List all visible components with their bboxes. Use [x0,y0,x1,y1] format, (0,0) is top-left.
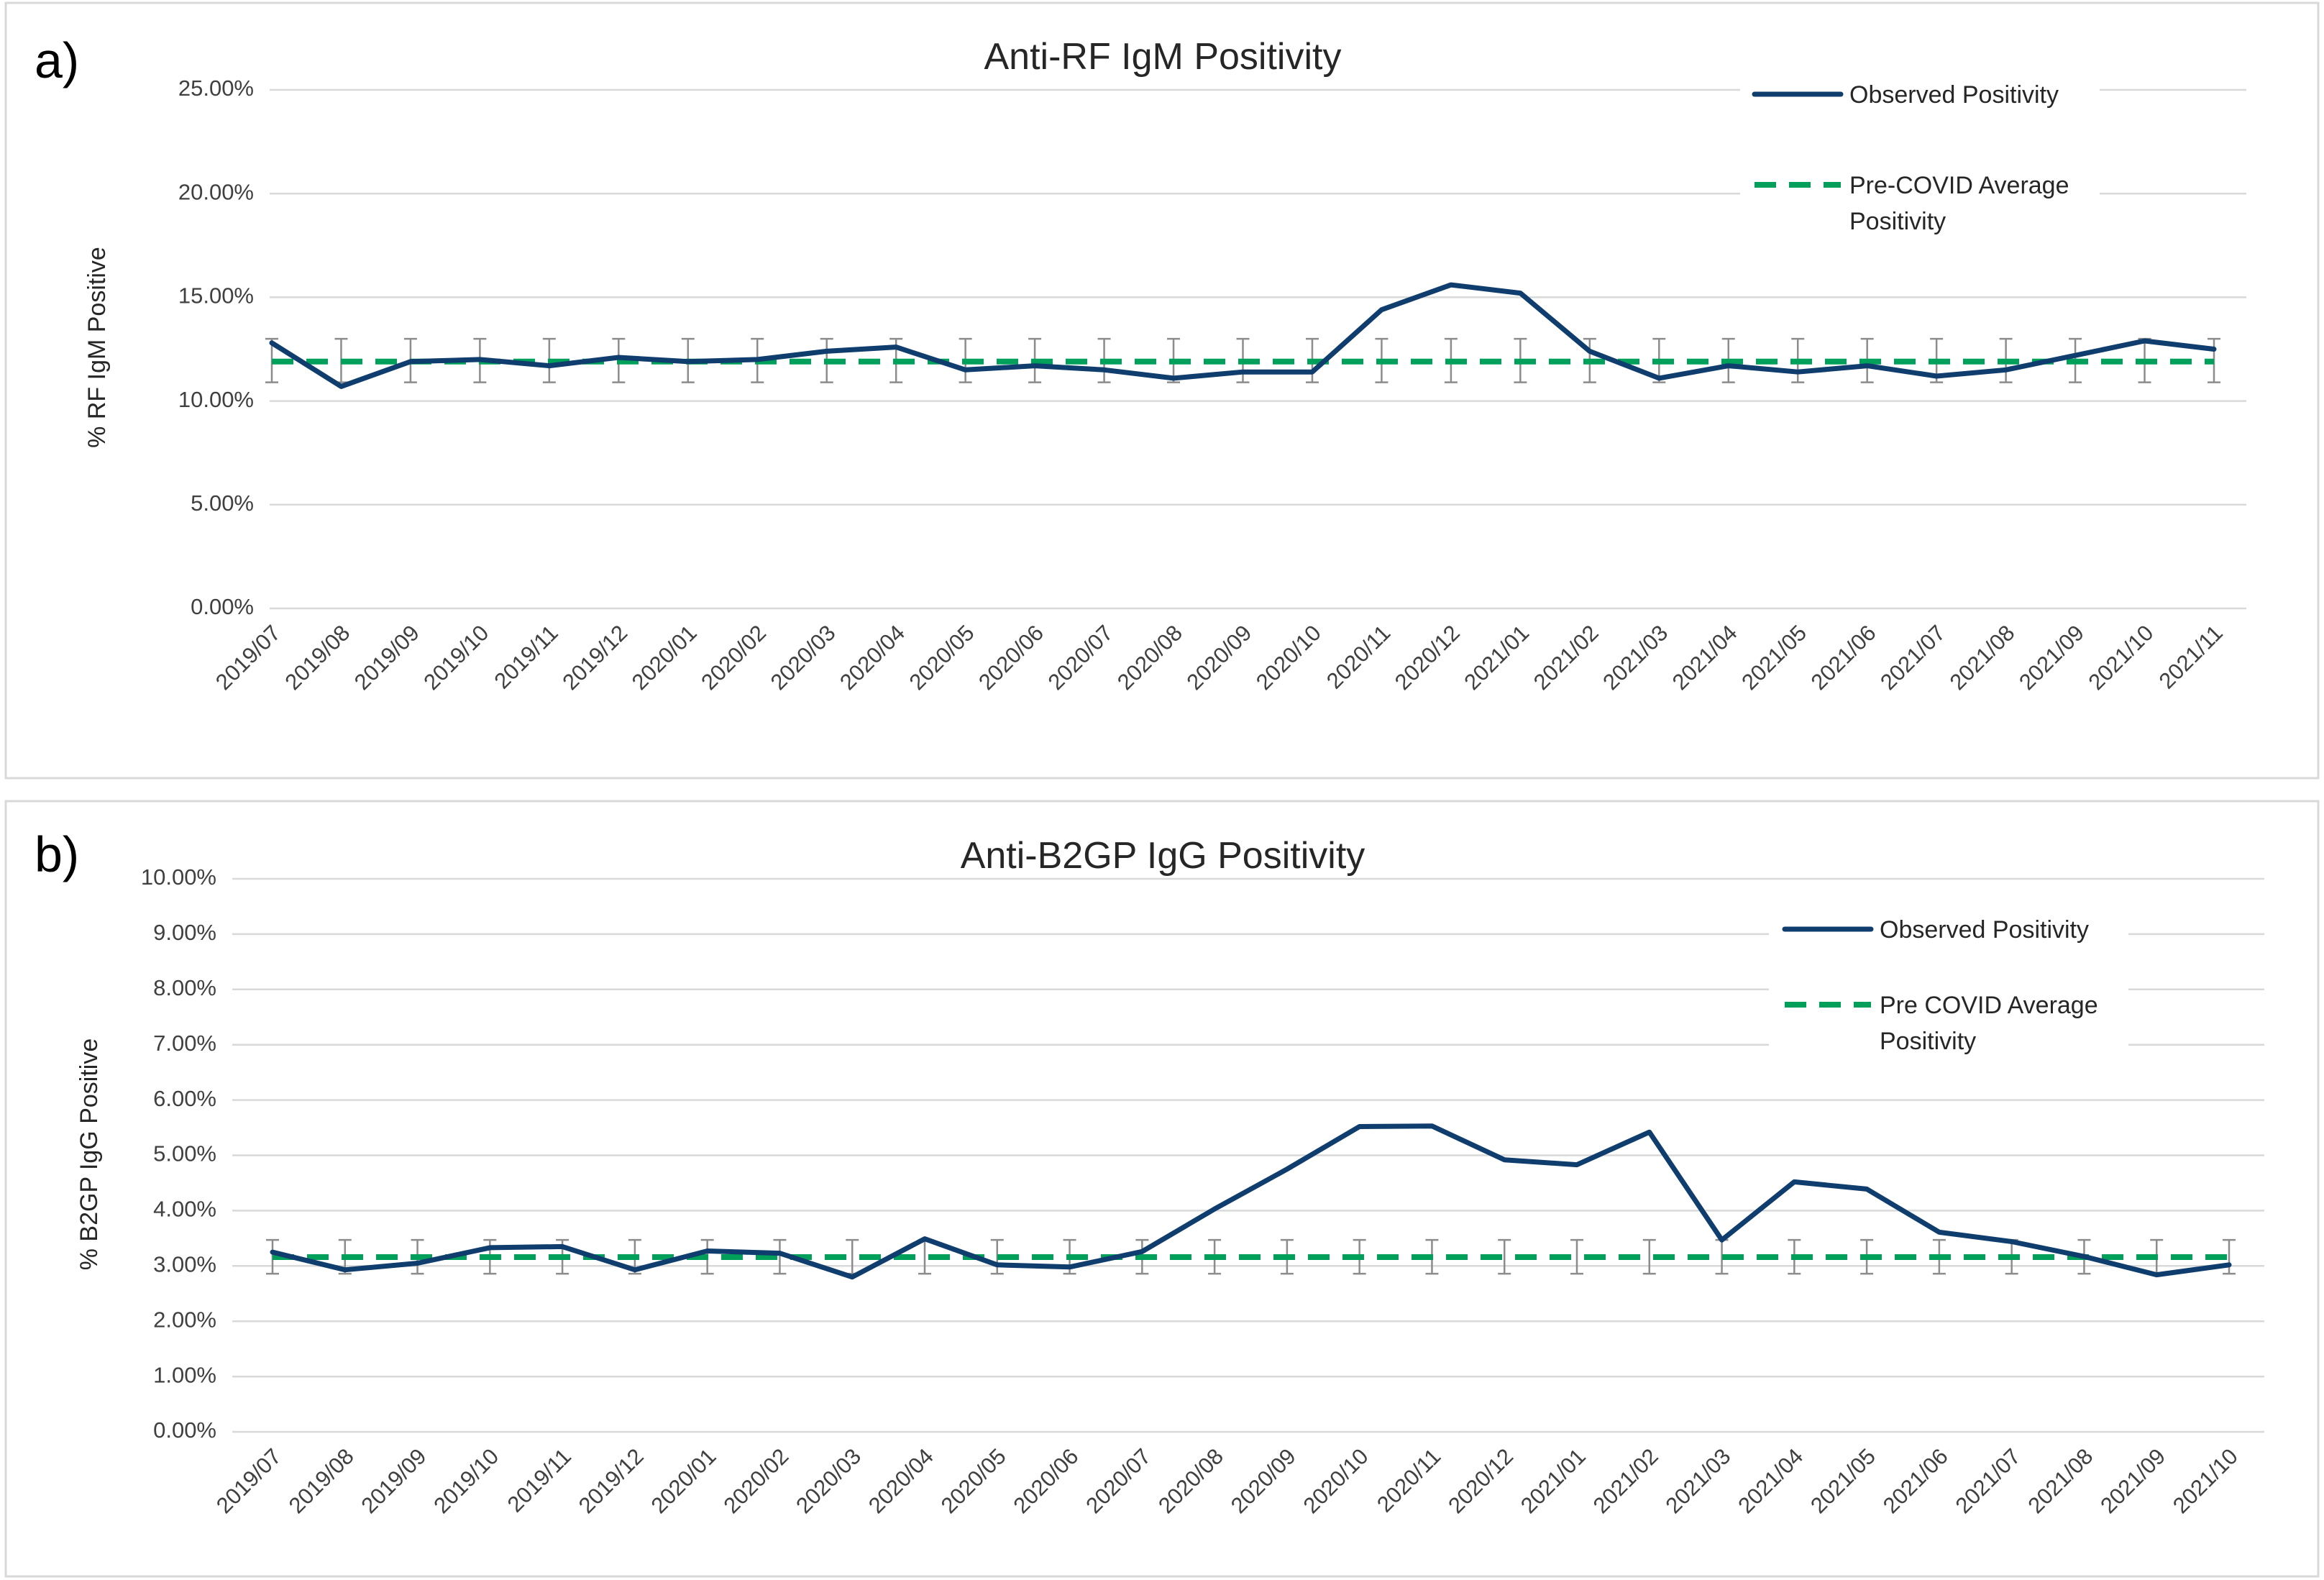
panel-a-observed-line [269,282,2217,389]
panel-b-legend-bg-1 [1769,906,2128,946]
panel-b-y-tick-label: 0.00% [153,1417,216,1443]
panel-b-label: b) [35,826,79,882]
panel-b-legend: Observed Positivity Pre COVID Average Po… [1769,906,2128,1066]
panel-a-y-ticks: 0.00% 5.00% 10.00% 15.00% 20.00% 25.00% [178,76,254,619]
panel-b-y-tick-label: 8.00% [153,975,216,1000]
panel-b-y-axis-label: % B2GP IgG Positive [76,1038,103,1271]
panel-b-title: Anti-B2GP IgG Positivity [961,835,1365,877]
panel-b-y-tick-label: 10.00% [141,864,216,890]
panel-a-y-tick-label: 5.00% [191,490,254,516]
panel-a-frame [4,1,2320,780]
panel-b-y-tick-label: 7.00% [153,1031,216,1056]
panel-b-legend-average-label-line2: Positivity [1880,1028,1976,1055]
panel-a-y-tick-label: 0.00% [191,594,254,619]
panel-b-observed-layer [270,1123,2232,1280]
panel-a-legend-average-label-line1: Pre-COVID Average [1849,172,2069,199]
panel-a-y-axis-label: % RF IgM Positive [83,247,111,448]
panel-b-y-tick-label: 6.00% [153,1086,216,1111]
panel-a-y-tick-label: 25.00% [178,76,254,101]
panel-b-y-ticks: 0.00% 1.00% 2.00% 3.00% 4.00% 5.00% 6.00% 7.00%… [141,864,216,1443]
panel-a-y-tick-label: 10.00% [178,387,254,412]
panel-a-y-tick-label: 20.00% [178,179,254,204]
panel-a-observed-layer [269,282,2217,389]
panel-a-legend-bg-2 [1740,164,2100,245]
panel-a-title: Anti-RF IgM Positivity [984,36,1342,78]
panel-a-legend: Observed Positivity Pre-COVID Average Po… [1740,70,2100,245]
panel-b-legend-average-label-line1: Pre COVID Average [1880,992,2098,1019]
chart-panel-a: a) Anti-RF IgM Positivity % RF IgM Posit… [4,1,2320,780]
panel-a-legend-bg-1 [1740,70,2100,111]
panel-b-y-tick-label: 1.00% [153,1362,216,1387]
panel-b-legend-bg-2 [1769,985,2128,1066]
panel-b-y-tick-label: 2.00% [153,1307,216,1332]
panel-b-y-tick-label: 5.00% [153,1141,216,1166]
panel-b-observed-line [270,1123,2232,1280]
chart-panel-b: b) Anti-B2GP IgG Positivity % B2GP IgG P… [4,800,2320,1578]
panel-b-y-tick-label: 9.00% [153,920,216,945]
panel-a-y-tick-label: 15.00% [178,283,254,309]
panel-a-legend-observed-label: Observed Positivity [1849,81,2059,109]
panel-b-legend-observed-label: Observed Positivity [1880,916,2089,944]
panel-b-y-tick-label: 4.00% [153,1197,216,1222]
panel-b-y-tick-label: 3.00% [153,1251,216,1277]
panel-a-legend-average-label-line2: Positivity [1849,208,1946,235]
panel-a-label: a) [35,32,79,88]
